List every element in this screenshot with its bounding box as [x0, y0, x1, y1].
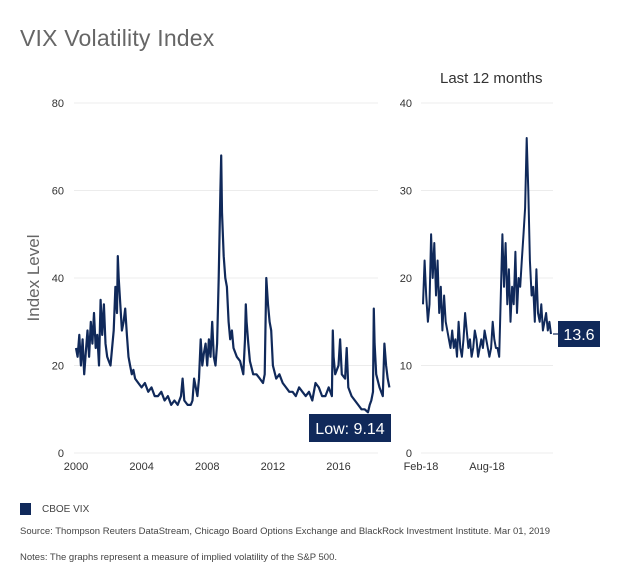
legend-swatch [20, 503, 31, 515]
main-chart-x-ticks: 2000 2004 2008 2012 2016 [64, 461, 351, 473]
current-annotation-label: 13.6 [563, 327, 594, 344]
inset-y-tick-label: 30 [400, 186, 412, 198]
main-x-tick-label: 2012 [261, 461, 285, 473]
low-annotation-label: Low: 9.14 [315, 421, 384, 438]
inset-y-tick-label: 20 [400, 273, 412, 285]
inset-y-tick-label: 10 [400, 361, 412, 373]
inset-vix-line [422, 137, 552, 358]
legend: CBOE VIX [20, 503, 89, 515]
main-x-tick-label: 2016 [326, 461, 350, 473]
low-annotation-box [309, 414, 391, 442]
main-vix-line [74, 154, 391, 414]
chart-title: VIX Volatility Index [20, 25, 215, 51]
main-y-tick-label: 80 [52, 98, 64, 110]
chart-area: 0 20 40 60 80 2000 2004 2008 2012 2016 Index Lev… [24, 98, 600, 473]
main-chart-gridlines [74, 102, 378, 454]
current-annotation-box [558, 321, 600, 347]
main-x-tick-label: 2004 [129, 461, 153, 473]
inset-y-tick-label: 0 [406, 448, 412, 460]
inset-chart-title: Last 12 months [440, 70, 543, 87]
main-x-tick-label: 2000 [64, 461, 88, 473]
main-y-tick-label: 20 [52, 361, 64, 373]
y-axis-label: Index Level [24, 235, 43, 322]
inset-x-tick-label: Feb-18 [404, 461, 439, 473]
inset-x-tick-label: Aug-18 [469, 461, 504, 473]
legend-label: CBOE VIX [42, 503, 90, 515]
low-annotation: Low: 9.14 [309, 414, 391, 442]
notes: Notes: The graphs represent a measure of… [20, 552, 338, 563]
current-annotation: 13.6 [553, 321, 600, 347]
inset-chart-y-ticks: 0 10 20 30 40 [400, 98, 412, 460]
main-x-tick-label: 2008 [195, 461, 219, 473]
main-chart-y-ticks: 0 20 40 60 80 [52, 98, 64, 460]
main-y-tick-label: 60 [52, 186, 64, 198]
main-y-tick-label: 40 [52, 273, 64, 285]
inset-chart-gridlines [421, 102, 553, 454]
main-y-tick-label: 0 [58, 448, 64, 460]
source-note: Source: Thompson Reuters DataStream, Chi… [20, 526, 550, 537]
inset-y-tick-label: 40 [400, 98, 412, 110]
inset-chart-x-ticks: Feb-18 Aug-18 [404, 461, 505, 473]
